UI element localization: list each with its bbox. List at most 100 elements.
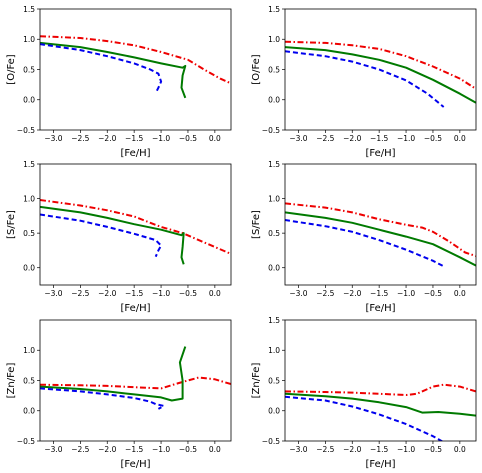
- x-axis-label: [Fe/H]: [120, 459, 150, 470]
- y-tick-label: 0.0: [23, 264, 35, 273]
- y-tick-label: 0.0: [23, 96, 35, 105]
- y-axis-label: [Zn/Fe]: [251, 363, 262, 399]
- y-tick-label: 1.0: [268, 35, 280, 44]
- x-tick-label: −1.0: [152, 445, 170, 454]
- panel-bottom-right: −3.0 −2.5 −2.0 −1.5 −1.0 −0.5 0.0 −0.5 0.0 0.5 1.0…: [251, 316, 477, 470]
- y-axis-label: [Zn/Fe]: [6, 363, 17, 399]
- x-tick-label: 0.0: [454, 445, 466, 454]
- y-tick-label: 1.5: [23, 5, 35, 14]
- y-tick-label: 0.5: [268, 376, 280, 385]
- y-tick-label: −0.5: [262, 437, 280, 446]
- x-tick-label: −3.0: [44, 134, 62, 143]
- series-blue-dashed-line: [40, 213, 163, 258]
- plot-frame: [39, 163, 232, 286]
- x-tick-label: −2.5: [71, 134, 89, 143]
- x-tick-label: 0.0: [209, 134, 221, 143]
- y-tick-label: 0.5: [268, 65, 280, 74]
- x-tick-label: −3.0: [289, 445, 307, 454]
- y-tick-label: 1.0: [268, 346, 280, 355]
- y-tick-label: −0.5: [17, 126, 35, 135]
- x-tick-label: −1.0: [152, 134, 170, 143]
- x-tick-label: −2.0: [98, 134, 116, 143]
- series-green-solid-line: [285, 392, 476, 417]
- x-tick-label: −1.5: [370, 134, 388, 143]
- x-axis-label: [Fe/H]: [365, 303, 395, 314]
- x-tick-label: −2.5: [71, 445, 89, 454]
- x-tick-label: −2.0: [343, 134, 361, 143]
- y-tick-label: 1.0: [268, 194, 280, 203]
- x-tick-label: −1.5: [125, 289, 143, 298]
- x-tick-label: −1.5: [125, 134, 143, 143]
- y-axis-label: [S/Fe]: [6, 210, 17, 239]
- plot-frame: [39, 319, 232, 442]
- x-tick-label: −3.0: [44, 445, 62, 454]
- y-tick-label: −0.5: [262, 126, 280, 135]
- x-tick-label: −1.5: [370, 445, 388, 454]
- x-axis-label: [Fe/H]: [365, 148, 395, 159]
- y-tick-label: 1.0: [23, 194, 35, 203]
- x-tick-label: −3.0: [289, 134, 307, 143]
- x-tick-label: −1.0: [397, 134, 415, 143]
- x-tick-label: −2.5: [316, 134, 334, 143]
- panel-top-right: −3.0 −2.5 −2.0 −1.5 −1.0 −0.5 0.0 −0.5 0.0 0.5 1.0…: [251, 5, 477, 159]
- x-tick-label: −2.0: [98, 289, 116, 298]
- series-green-solid-line: [40, 205, 185, 265]
- x-tick-label: −3.0: [289, 289, 307, 298]
- series-red-dashdot-line: [285, 383, 476, 396]
- x-tick-label: −0.5: [424, 289, 442, 298]
- y-tick-label: 1.0: [23, 35, 35, 44]
- panel-top-left: −3.0 −2.5 −2.0 −1.5 −1.0 −0.5 0.0 −0.5 0.0 0.5 1.0…: [6, 5, 232, 159]
- x-tick-label: −2.0: [98, 445, 116, 454]
- plot-frame: [284, 319, 477, 442]
- x-tick-label: −2.5: [316, 289, 334, 298]
- series-blue-dashed-line: [285, 395, 444, 441]
- y-tick-label: 0.5: [23, 229, 35, 238]
- series-green-solid-line: [285, 211, 476, 267]
- series-blue-dashed-line: [40, 387, 165, 410]
- y-tick-label: 0.0: [23, 407, 35, 416]
- series-blue-dashed-line: [285, 50, 445, 108]
- y-tick-label: 0.5: [268, 229, 280, 238]
- y-axis-label: [O/Fe]: [251, 54, 262, 84]
- series-green-solid-line: [285, 46, 476, 104]
- x-tick-label: −2.0: [343, 289, 361, 298]
- x-tick-label: −1.5: [125, 445, 143, 454]
- y-tick-label: 0.5: [23, 65, 35, 74]
- x-tick-label: −0.5: [179, 445, 197, 454]
- series-red-dashdot-line: [40, 376, 231, 390]
- x-tick-label: 0.0: [454, 134, 466, 143]
- panel-bottom-left: −3.0 −2.5 −2.0 −1.5 −1.0 −0.5 0.0 −0.5 0.0 0.5 1.0…: [6, 319, 232, 470]
- x-tick-label: −1.0: [397, 289, 415, 298]
- y-tick-label: 0.0: [268, 264, 280, 273]
- y-axis-label: [O/Fe]: [6, 54, 17, 84]
- x-tick-label: −1.5: [370, 289, 388, 298]
- y-tick-label: 0.0: [268, 407, 280, 416]
- x-tick-label: −1.0: [152, 289, 170, 298]
- x-tick-label: −0.5: [424, 134, 442, 143]
- panel-middle-right: −3.0 −2.5 −2.0 −1.5 −1.0 −0.5 0.0 0.0 0.5 1.0 1.5 […: [251, 160, 477, 314]
- x-tick-label: 0.0: [454, 289, 466, 298]
- plot-frame: [284, 163, 477, 286]
- x-tick-label: −1.0: [397, 445, 415, 454]
- x-tick-label: −2.5: [316, 445, 334, 454]
- y-tick-label: 1.5: [23, 160, 35, 169]
- x-tick-label: −3.0: [44, 289, 62, 298]
- x-axis-label: [Fe/H]: [120, 148, 150, 159]
- y-tick-label: 0.5: [23, 376, 35, 385]
- y-tick-label: 1.5: [268, 5, 280, 14]
- series-red-dashdot-line: [285, 40, 476, 90]
- y-tick-label: −0.5: [17, 437, 35, 446]
- x-tick-label: −2.0: [343, 445, 361, 454]
- x-axis-label: [Fe/H]: [120, 303, 150, 314]
- series-red-dashdot-line: [40, 199, 231, 255]
- series-green-solid-line: [40, 346, 187, 402]
- x-tick-label: −0.5: [179, 134, 197, 143]
- series-red-dashdot-line: [40, 35, 231, 85]
- y-axis-label: [S/Fe]: [251, 210, 262, 239]
- panel-middle-left: −3.0 −2.5 −2.0 −1.5 −1.0 −0.5 0.0 0.0 0.5 1.0 1.5 […: [6, 160, 232, 314]
- y-tick-label: 1.5: [268, 316, 280, 325]
- x-tick-label: −0.5: [179, 289, 197, 298]
- x-tick-label: 0.0: [209, 289, 221, 298]
- y-tick-label: 1.5: [268, 160, 280, 169]
